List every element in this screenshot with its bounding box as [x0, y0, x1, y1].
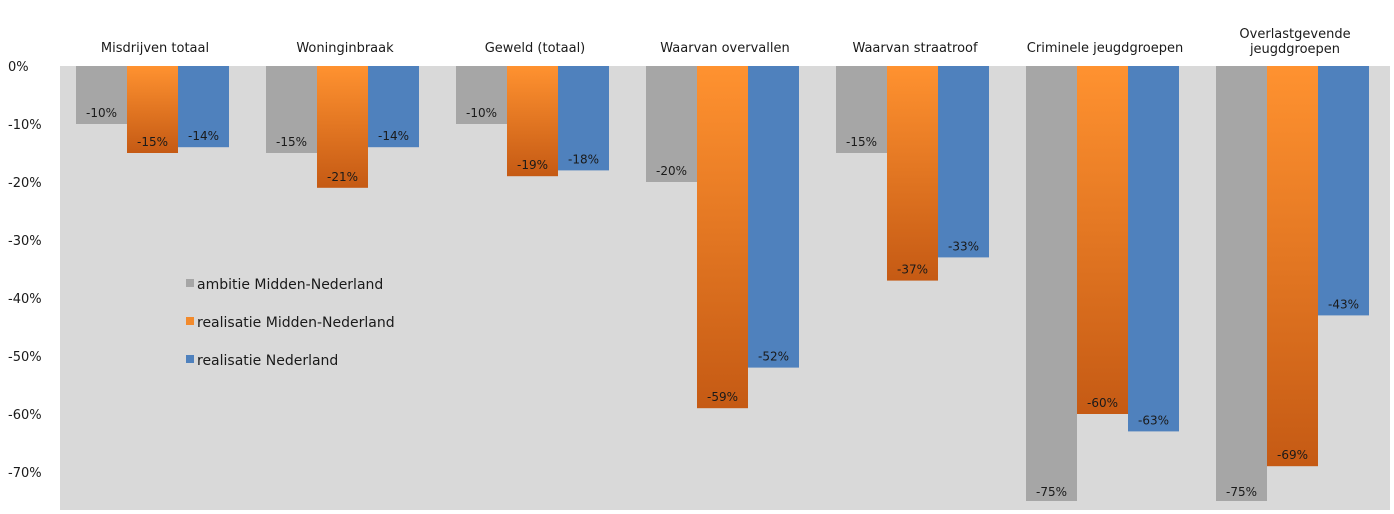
bar [558, 66, 609, 171]
y-tick-label: -10% [8, 118, 42, 133]
y-tick-label: -20% [8, 176, 42, 191]
bar [1318, 66, 1369, 316]
y-tick-label: -60% [8, 408, 42, 423]
category-label: Misdrijven totaal [101, 41, 209, 56]
bar [456, 66, 507, 124]
data-label: -10% [86, 106, 117, 120]
bar [76, 66, 127, 124]
data-label: -33% [948, 239, 979, 253]
data-label: -75% [1226, 485, 1257, 499]
y-tick-label: 0% [8, 60, 29, 75]
data-label: -14% [378, 129, 409, 143]
data-label: -43% [1328, 297, 1359, 311]
data-label: -10% [466, 106, 497, 120]
bar [697, 66, 748, 409]
bar [1077, 66, 1128, 414]
legend-label: realisatie Midden-Nederland [197, 315, 395, 331]
y-tick-label: -30% [8, 234, 42, 249]
data-label: -19% [517, 158, 548, 172]
legend-label: ambitie Midden-Nederland [197, 277, 383, 293]
bar [1216, 66, 1267, 501]
data-label: -59% [707, 390, 738, 404]
data-label: -37% [897, 263, 928, 277]
bar [1267, 66, 1318, 467]
bar [646, 66, 697, 182]
legend-swatch [186, 279, 194, 287]
data-label: -18% [568, 152, 599, 166]
category-label: Waarvan straatroof [852, 41, 978, 56]
legend-label: realisatie Nederland [197, 353, 338, 369]
bar [748, 66, 799, 368]
data-label: -15% [846, 135, 877, 149]
data-label: -15% [276, 135, 307, 149]
category-label: Overlastgevende jeugdgroepen [1239, 27, 1350, 57]
bar [1026, 66, 1077, 501]
bar [266, 66, 317, 153]
bar [887, 66, 938, 281]
data-label: -75% [1036, 485, 1067, 499]
category-label: Woninginbraak [296, 41, 394, 56]
bar [836, 66, 887, 153]
data-label: -15% [137, 135, 168, 149]
y-tick-label: -70% [8, 466, 42, 481]
bar [317, 66, 368, 188]
legend-swatch [186, 317, 194, 325]
data-label: -20% [656, 164, 687, 178]
data-label: -21% [327, 170, 358, 184]
bar [938, 66, 989, 258]
bar [368, 66, 419, 148]
legend-swatch [186, 355, 194, 363]
data-label: -52% [758, 350, 789, 364]
data-label: -63% [1138, 413, 1169, 427]
bar [507, 66, 558, 177]
data-label: -60% [1087, 396, 1118, 410]
y-tick-label: -40% [8, 292, 42, 307]
category-label: Criminele jeugdgroepen [1027, 41, 1183, 56]
y-tick-label: -50% [8, 350, 42, 365]
data-label: -14% [188, 129, 219, 143]
bar [127, 66, 178, 153]
bar [178, 66, 229, 148]
category-label: Geweld (totaal) [485, 41, 586, 56]
category-label: Waarvan overvallen [660, 41, 789, 56]
bar [1128, 66, 1179, 432]
data-label: -69% [1277, 448, 1308, 462]
